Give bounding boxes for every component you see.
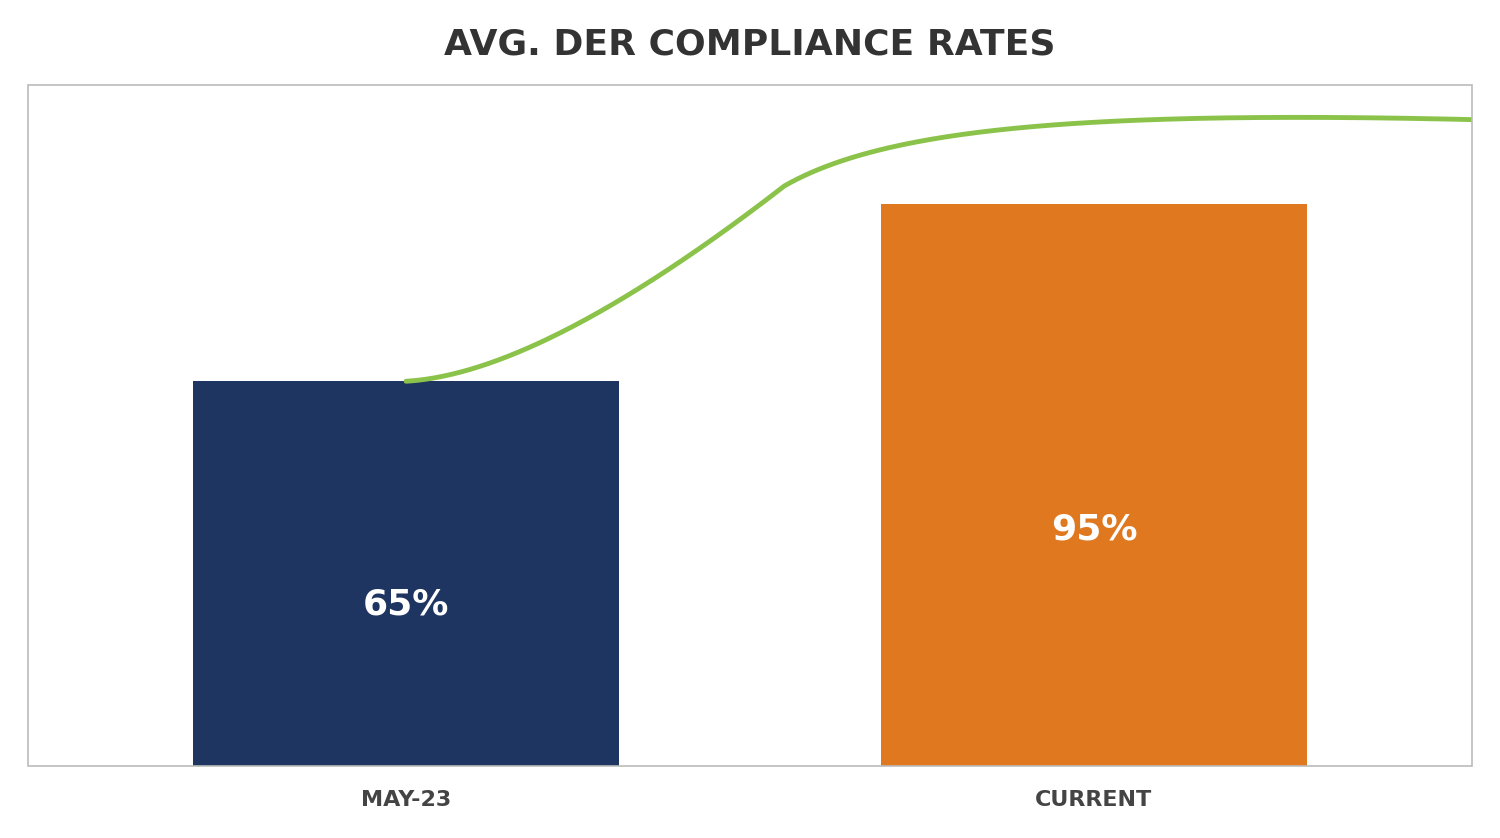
Bar [194, 381, 620, 766]
Bar [28, 85, 1472, 766]
Text: 95%: 95% [1050, 513, 1137, 546]
Bar [880, 204, 1306, 766]
Title: AVG. DER COMPLIANCE RATES: AVG. DER COMPLIANCE RATES [444, 28, 1056, 62]
Text: 65%: 65% [363, 587, 450, 621]
